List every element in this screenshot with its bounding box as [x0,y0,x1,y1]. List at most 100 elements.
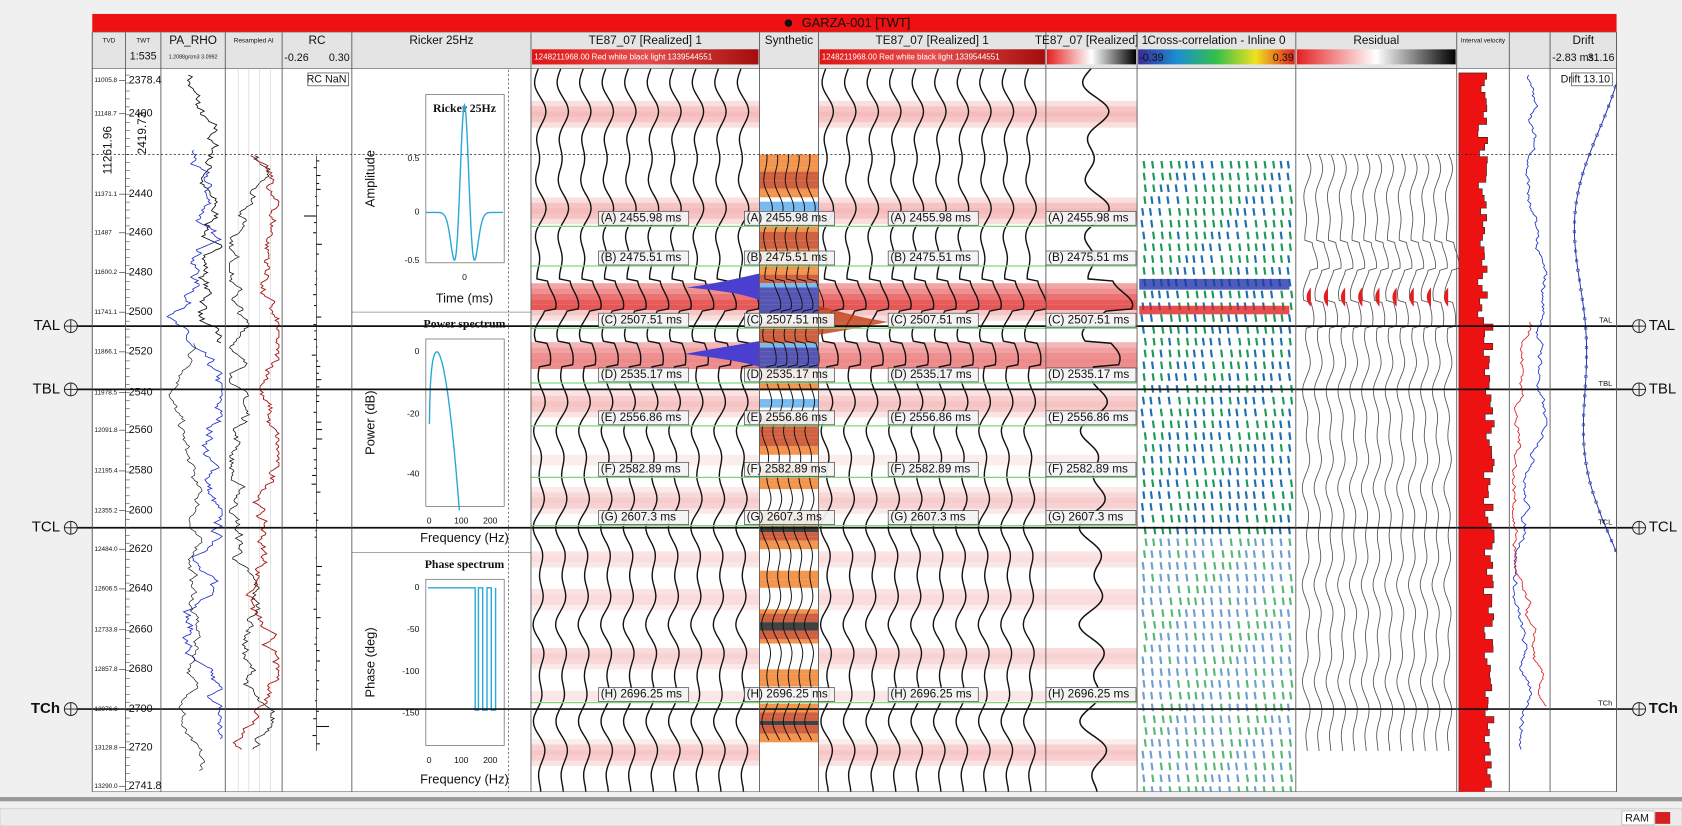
xcorr-dash [1203,679,1207,688]
xcorr-dash [1261,443,1265,452]
status-bar [0,808,1682,826]
xcorr-dash [1236,266,1241,275]
xcorr-dash [1159,455,1163,464]
xcorr-dash [1271,361,1275,370]
xcorr-dash [1281,597,1285,606]
xcorr-dash [1244,219,1248,228]
amplitude-band [818,487,1046,493]
residual-lobe [1375,287,1380,307]
amplitude-band [1045,562,1138,568]
amplitude-band [1045,342,1138,348]
xcorr-dash [1178,502,1183,511]
xcorr-dash [1211,408,1215,417]
xcorr-dash [1210,502,1214,511]
xcorr-dash [1219,609,1223,617]
xcorr-dash [1245,691,1249,700]
amplitude-band [530,395,760,402]
xcorr-dash [1261,632,1265,641]
xcorr-dash [1177,514,1181,523]
xcorr-dash [1255,715,1260,724]
xcorr-dash [1177,255,1181,263]
xcorr-dash [1254,632,1258,641]
xcorr-dash [1167,668,1171,676]
scrollbar[interactable] [0,797,1682,802]
xcorr-dash [1185,750,1189,759]
xcorr-dash [1185,738,1189,747]
xcorr-dash [1288,408,1292,417]
synthetic-band [759,502,819,507]
xcorr-dash [1253,585,1257,594]
pick-box [744,410,835,426]
pick-label: (C) 2507.51 ms [747,313,828,326]
plot-x-tick: 100 [454,516,469,526]
xcorr-dash [1270,538,1274,547]
synthetic-band [759,600,819,606]
xcorr-dash [1141,561,1145,570]
xcorr-dash [1176,774,1180,783]
xcorr-dash [1202,632,1206,641]
xcorr-dash [1169,597,1173,606]
xcorr-dash [1236,585,1240,594]
pick-label: (A) 2455.98 ms [890,211,971,224]
xcorr-dash [1169,325,1173,334]
xcorr-dash [1234,762,1239,771]
xcorr-dash [1264,219,1268,228]
xcorr-dash [1289,479,1294,488]
xcorr-dash [1270,668,1274,676]
marker-label-drift: TBL [1599,379,1613,388]
wiggle-trace [1022,68,1048,792]
xcorr-dash [1150,290,1154,299]
xcorr-dash [1167,644,1171,653]
xcorr-dash [1143,184,1147,193]
xcorr-dash [1236,396,1240,405]
plot-y-tick: 0 [415,582,420,592]
pick-label: (H) 2696.25 ms [1048,688,1129,701]
plot-y-tick: 0.5 [407,153,419,163]
xcorr-dash [1195,668,1199,676]
residual-lobe [1426,287,1431,307]
pick-label: (D) 2535.17 ms [601,368,682,381]
xcorr-dash [1289,573,1293,582]
plot-frame [425,578,505,746]
track-header: Ricker 25Hz [409,34,473,47]
synthetic-band [759,381,819,387]
amplitude-band [1045,106,1138,112]
amplitude-band [1045,304,1138,311]
xcorr-dash [1288,231,1292,240]
xcorr-dash [1290,679,1294,688]
xcorr-dash [1210,255,1214,263]
xcorr-dash [1211,420,1215,429]
wiggle-trace [1396,154,1413,751]
drift-point [1605,529,1610,533]
xcorr-dash [1203,290,1207,299]
xcorr-dash [1270,337,1274,346]
xcorr-dash [1169,420,1173,429]
xcorr-dash [1246,349,1250,358]
tvd-label: 12195.4 [94,468,118,475]
xcorr-dash [1245,738,1249,747]
xcorr-dash [1219,290,1223,299]
xcorr-dash [1262,373,1266,381]
xcorr-dash [1235,467,1240,476]
xcorr-dash [1194,337,1198,346]
track-header: TVD [102,37,115,44]
xcorr-dash [1228,691,1232,700]
xcorr-dash [1142,691,1146,700]
xcorr-dash [1245,703,1249,712]
synthetic-band [759,274,819,279]
xcorr-dash [1281,207,1285,216]
xcorr-dash [1195,396,1199,405]
xcorr-dash [1150,219,1154,228]
xcorr-dash [1193,514,1197,523]
synthetic-band [759,193,819,198]
xcorr-dash [1209,538,1213,547]
xcorr-dash [1151,443,1155,452]
xcorr-dash [1141,467,1146,476]
xcorr-dash [1236,691,1241,700]
xcorr-dash [1142,679,1146,688]
synthetic-band [759,540,819,545]
xcorr-dash [1167,573,1171,582]
xcorr-dash [1289,396,1294,405]
amplitude-band [818,760,1046,766]
xcorr-dash [1221,644,1225,653]
